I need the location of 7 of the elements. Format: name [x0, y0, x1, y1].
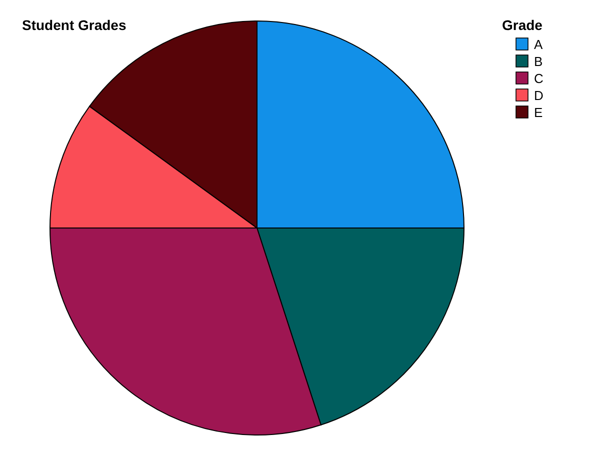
- legend-label: C: [534, 71, 544, 86]
- chart-title: Student Grades: [22, 17, 126, 33]
- legend-title: Grade: [502, 17, 543, 33]
- legend-label: D: [534, 88, 544, 103]
- legend-label: E: [534, 105, 543, 120]
- legend-label: A: [534, 37, 543, 52]
- legend-label: B: [534, 54, 543, 69]
